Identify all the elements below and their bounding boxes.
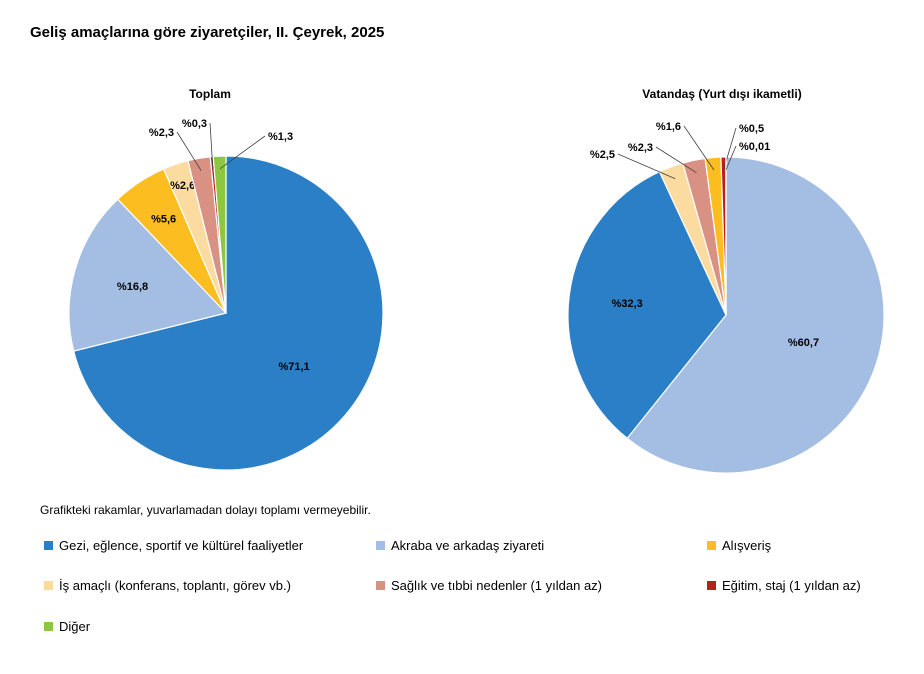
slice-label: %1,3 xyxy=(268,131,293,143)
pie-title: Toplam xyxy=(189,87,231,101)
legend-swatch xyxy=(44,541,53,550)
legend-swatch xyxy=(376,541,385,550)
leader-line xyxy=(176,131,202,171)
slice-label: %0,01 xyxy=(739,141,770,153)
legend-item-saglik: Sağlık ve tıbbi nedenler (1 yıldan az) xyxy=(376,578,602,593)
legend-item-is: İş amaçlı (konferans, toplantı, görev vb… xyxy=(44,578,291,593)
legend-label: Sağlık ve tıbbi nedenler (1 yıldan az) xyxy=(391,578,603,593)
leader-line xyxy=(683,125,715,171)
slice-label: %2,6 xyxy=(170,180,195,192)
pie-slice-diger xyxy=(212,155,227,314)
legend-label: Diğer xyxy=(59,619,91,634)
pie-slice-gezi-eglence xyxy=(567,170,727,440)
pie-slice-akraba-ve xyxy=(626,156,885,474)
leader-line xyxy=(219,135,266,170)
slice-label: %0,3 xyxy=(182,118,207,130)
legend-item-gezi: Gezi, eğlence, sportif ve kültürel faali… xyxy=(44,538,303,553)
charts-canvas: Toplam %71,1 %16,8 %5,6 %2,6 %2,3 %0,3 %1,3 Vata… xyxy=(68,87,885,474)
slice-label: %2,5 xyxy=(590,149,615,161)
legend-label: Alışveriş xyxy=(722,538,772,553)
legend-swatch xyxy=(44,622,53,631)
slice-label: %2,3 xyxy=(149,127,174,139)
pie-title: Vatandaş (Yurt dışı ikametli) xyxy=(642,87,801,101)
slice-label: %60,7 xyxy=(788,337,819,349)
leader-line xyxy=(725,145,737,170)
legend-item-diger: Diğer xyxy=(44,619,90,634)
legend-swatch xyxy=(707,541,716,550)
legend-item-akraba: Akraba ve arkadaş ziyareti xyxy=(376,538,544,553)
slice-label: %5,6 xyxy=(151,214,176,226)
pie-slice-gezi-eglence xyxy=(72,155,384,471)
slice-label: %1,6 xyxy=(656,121,681,133)
legend-swatch xyxy=(44,581,53,590)
legend-item-egitim: Eğitim, staj (1 yıldan az) xyxy=(707,578,861,593)
leader-line xyxy=(209,122,214,170)
pie-chart-2: Vatandaş (Yurt dışı ikametli) %60,7 %32,3%… xyxy=(567,87,885,474)
legend-label: Akraba ve arkadaş ziyareti xyxy=(391,538,545,553)
legend-item-alisveris: Alışveriş xyxy=(707,538,771,553)
leader-line xyxy=(655,146,697,174)
pie-slice-akraba-ve xyxy=(68,198,228,352)
legend-swatch xyxy=(376,581,385,590)
slice-label: %16,8 xyxy=(117,281,148,293)
slice-label: %32,3 xyxy=(612,298,643,310)
slice-label: %71,1 xyxy=(278,361,309,373)
page-title: Geliş amaçlarına göre ziyaretçiler, II. … xyxy=(30,24,385,41)
legend-label: Gezi, eğlence, sportif ve kültürel faali… xyxy=(59,538,304,553)
legend-swatch xyxy=(707,581,716,590)
chart-note: Grafikteki rakamlar, yuvarlamadan dolayı… xyxy=(40,503,371,517)
slice-label: %2,3 xyxy=(628,142,653,154)
legend-label: Eğitim, staj (1 yıldan az) xyxy=(722,578,861,593)
legend-label: İş amaçlı (konferans, toplantı, görev vb… xyxy=(59,578,291,593)
leader-line xyxy=(617,153,676,180)
pie-chart-1: Toplam %71,1 %16,8 %5,6 %2,6 %2,3 %0,3 %1,3 xyxy=(68,87,384,471)
slice-label: %0,5 xyxy=(739,123,764,135)
